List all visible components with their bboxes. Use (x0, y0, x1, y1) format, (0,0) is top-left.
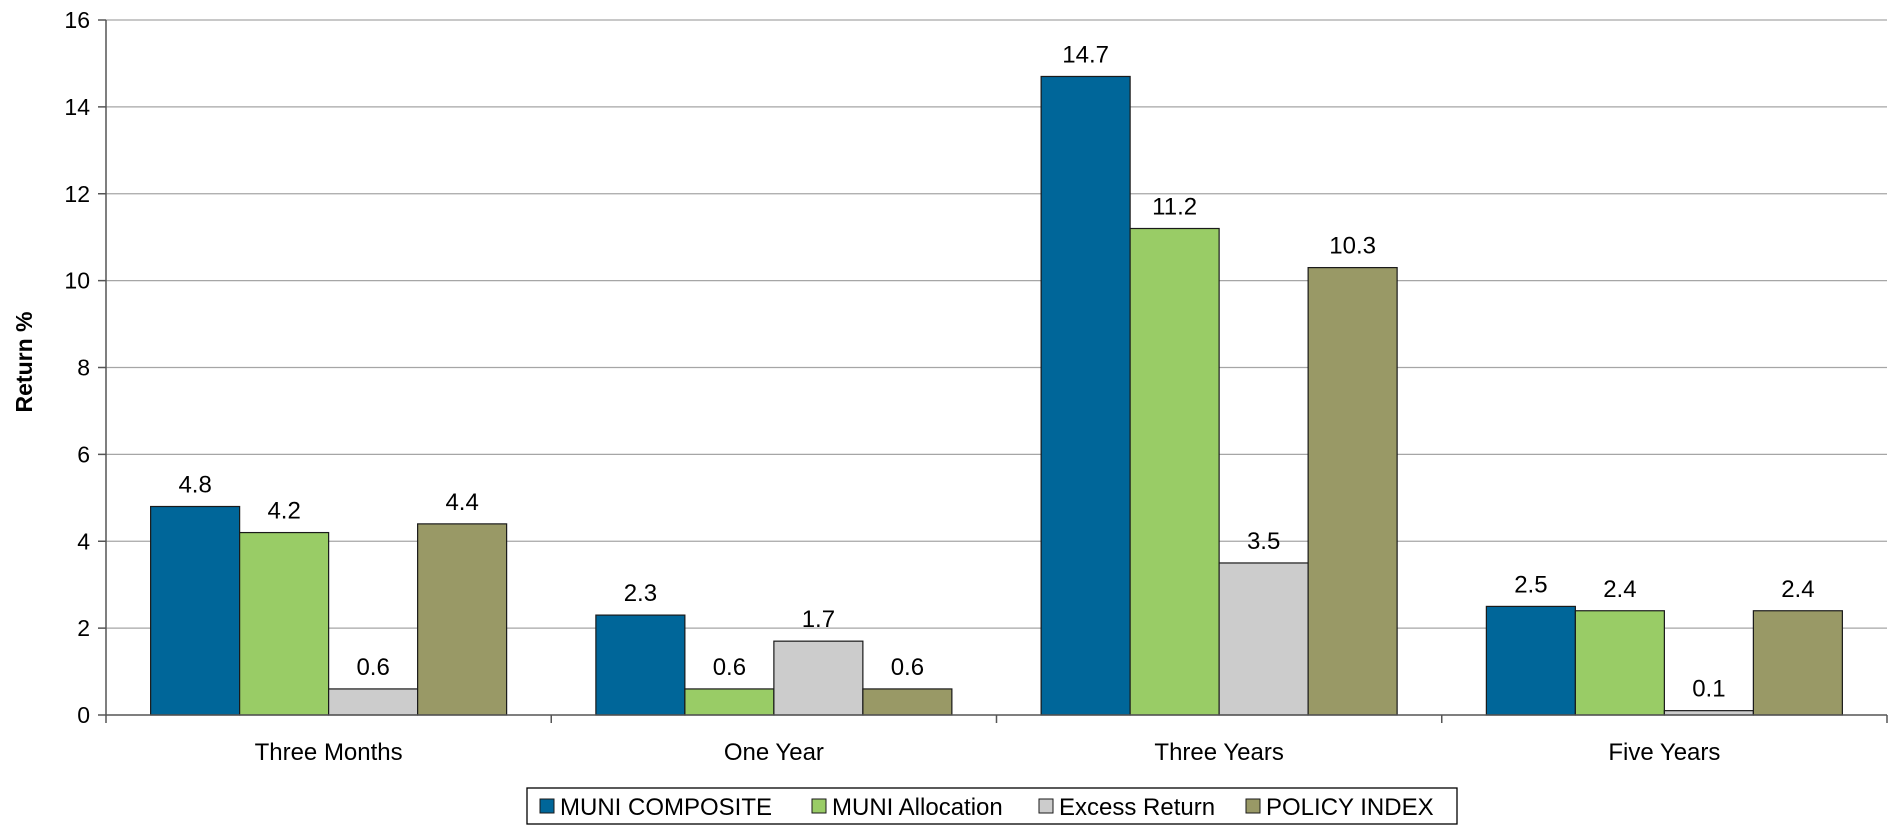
x-tick-label: Three Years (1154, 739, 1283, 766)
bar-muni-composite (1485, 605, 1576, 716)
data-label: 0.6 (713, 654, 746, 681)
y-axis-label: Return % (11, 312, 37, 413)
legend-label: Excess Return (1059, 794, 1215, 821)
data-label: 2.4 (1603, 576, 1636, 603)
bar-muni-allocation (684, 688, 775, 716)
bar-muni-composite (1040, 75, 1131, 716)
data-label: 3.5 (1247, 528, 1280, 555)
axes (98, 19, 1888, 723)
bars (150, 75, 1843, 716)
bar-excess-return (328, 688, 419, 716)
data-label: 4.4 (445, 489, 478, 516)
legend-label: POLICY INDEX (1266, 794, 1434, 821)
x-tick-label: Three Months (255, 739, 403, 766)
legend-swatch (1038, 798, 1054, 814)
data-label: 10.3 (1329, 233, 1376, 260)
x-tick-label: One Year (724, 739, 824, 766)
bar-muni-allocation (1129, 227, 1220, 716)
legend: MUNI COMPOSITE MUNI Allocation Excess Retu… (526, 787, 1458, 825)
y-tick-label: 8 (77, 355, 90, 381)
legend-swatch (1245, 798, 1261, 814)
data-label: 4.8 (178, 472, 211, 499)
gridlines (106, 19, 1887, 629)
bar-muni-allocation (1574, 610, 1665, 716)
y-tick-label: 2 (77, 615, 90, 641)
y-tick-label: 6 (77, 441, 90, 467)
y-tick-label: 4 (77, 528, 90, 554)
data-label: 0.1 (1692, 676, 1725, 703)
legend-box (526, 787, 1458, 825)
legend-swatch (811, 798, 827, 814)
data-label: 2.3 (624, 580, 657, 607)
data-label: 2.5 (1514, 571, 1547, 598)
bar-muni-composite (150, 505, 241, 716)
data-label: 11.2 (1152, 194, 1197, 221)
legend-label: MUNI Allocation (832, 794, 1003, 821)
bar-excess-return (773, 640, 864, 716)
x-tick-label: Five Years (1608, 739, 1720, 766)
data-label: 0.6 (356, 654, 389, 681)
y-tick-label: 10 (64, 268, 90, 294)
bar-policy-index (417, 523, 508, 716)
y-tick-label: 12 (64, 181, 90, 207)
y-tick-label: 14 (64, 94, 90, 120)
bar-muni-allocation (239, 531, 330, 716)
data-label: 0.6 (891, 654, 924, 681)
bar-policy-index (1307, 266, 1398, 716)
data-label: 4.2 (267, 498, 300, 525)
bar-policy-index (1752, 610, 1843, 716)
bar-excess-return (1218, 562, 1309, 716)
y-tick-label: 0 (77, 702, 90, 728)
y-tick-label: 16 (64, 7, 90, 33)
data-label: 14.7 (1062, 41, 1109, 68)
labels: 0 2 4 6 8 10 12 14 16 4.8 4.2 0.6 4.4 Three Months 2.3… (64, 7, 1814, 766)
bar-muni-composite (595, 614, 686, 716)
data-label: 2.4 (1781, 576, 1814, 603)
bar-policy-index (862, 688, 953, 716)
legend-label: MUNI COMPOSITE (560, 794, 772, 821)
data-label: 1.7 (802, 606, 835, 633)
legend-swatch (539, 798, 555, 814)
